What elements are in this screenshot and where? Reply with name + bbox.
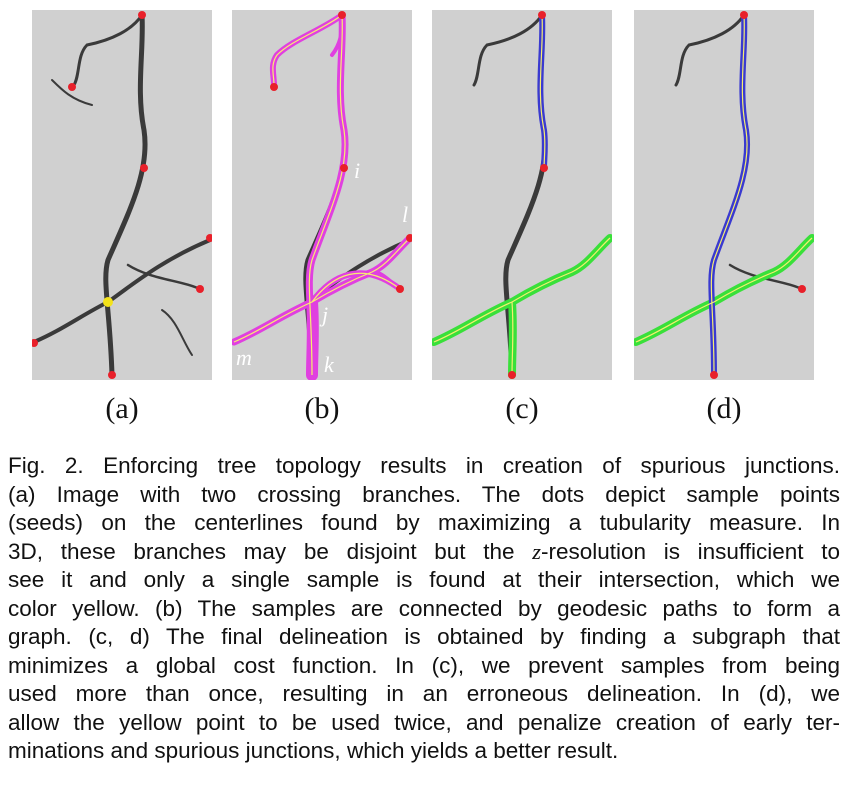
node-labels: i l j m k	[236, 158, 408, 377]
subfigure-label-b: (b)	[304, 392, 340, 425]
seed-point	[196, 285, 204, 293]
seed-point	[206, 234, 212, 242]
seed-points	[508, 11, 548, 379]
junction-seed-yellow	[103, 297, 113, 307]
seed-point	[138, 11, 146, 19]
node-label-i: i	[354, 158, 360, 183]
centerlines	[233, 14, 411, 376]
seed-point	[540, 164, 548, 172]
caption-line: allow the yellow point to be used twice,…	[8, 709, 840, 735]
seed-point	[32, 339, 38, 347]
panel-d-image	[634, 10, 814, 380]
seed-point	[710, 371, 718, 379]
seed-point	[140, 164, 148, 172]
seed-point	[740, 11, 748, 19]
seed-point	[340, 164, 348, 172]
caption-line: color yellow. (b) The samples are connec…	[8, 595, 840, 621]
subfigure-label-d: (d)	[706, 392, 742, 425]
node-label-k: k	[324, 352, 335, 377]
caption-line: (seeds) on the centerlines found by maxi…	[8, 510, 840, 535]
seed-point	[798, 285, 806, 293]
node-label-j: j	[319, 302, 328, 327]
seed-point	[406, 234, 412, 242]
seed-point	[538, 11, 546, 19]
panel-c-svg	[432, 10, 612, 380]
caption-line: see it and only a single sample is found…	[8, 567, 840, 592]
node-label-m: m	[236, 345, 252, 370]
caption-text: 3D, these branches may be disjoint but t…	[8, 538, 533, 564]
microscopy-background	[232, 10, 412, 380]
caption-line: minations and spurious junctions, which …	[8, 738, 619, 763]
figure-caption: Fig. 2. Enforcing tree topology results …	[8, 452, 840, 766]
panel-b-svg: i l j m k	[232, 10, 412, 380]
seed-points	[32, 11, 212, 379]
centerlines	[433, 14, 611, 376]
seed-point	[338, 11, 346, 19]
panel-a-svg	[32, 10, 212, 380]
microscopy-background	[32, 10, 212, 380]
caption-line: graph. (c, d) The final delineation is o…	[8, 624, 840, 649]
caption-line: minimizes a global cost function. In (c)…	[8, 652, 840, 678]
caption-line: 3D, these branches may be disjoint but t…	[8, 538, 840, 567]
seed-point	[396, 285, 404, 293]
seed-point	[108, 371, 116, 379]
seed-point	[68, 83, 76, 91]
node-label-l: l	[402, 202, 408, 227]
centerlines	[635, 14, 813, 376]
subfigure-label-c: (c)	[505, 392, 539, 425]
seed-point	[270, 83, 278, 91]
seed-points	[710, 11, 806, 379]
caption-line: (a) Image with two crossing branches. Th…	[8, 481, 840, 507]
microscopy-background	[634, 10, 814, 380]
subfigure-label-a: (a)	[105, 392, 139, 425]
caption-line: Fig. 2. Enforcing tree topology results …	[8, 453, 840, 478]
vessel-network	[674, 13, 806, 292]
microscopy-background	[432, 10, 612, 380]
seed-points	[270, 11, 412, 293]
seed-point	[508, 371, 516, 379]
caption-text: -resolution is insufficient to	[540, 538, 840, 564]
panel-b-image: i l j m k	[232, 10, 412, 380]
panel-a-image	[32, 10, 212, 380]
panel-d-svg	[634, 10, 814, 380]
caption-line: used more than once, resulting in an err…	[8, 681, 840, 706]
caption-math-z: z	[532, 538, 541, 564]
panel-c-image	[432, 10, 612, 380]
